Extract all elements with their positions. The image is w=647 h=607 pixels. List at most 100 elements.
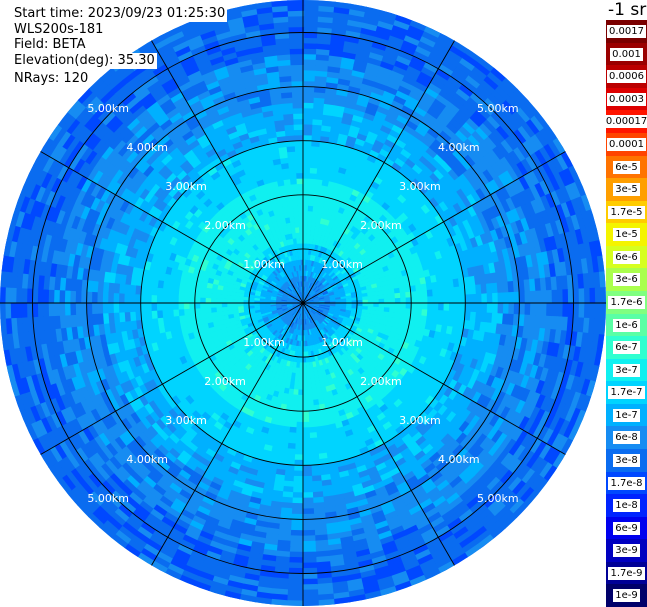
range-gate-cell — [376, 171, 387, 181]
range-gate-cell — [404, 70, 420, 82]
range-gate-cell — [400, 297, 407, 304]
range-gate-cell — [496, 142, 510, 158]
range-gate-cell — [459, 157, 473, 171]
range-gate-cell — [323, 294, 330, 298]
range-gate-cell — [447, 194, 459, 207]
range-gate-cell — [436, 241, 446, 252]
range-gate-cell — [444, 141, 458, 155]
range-gate-cell — [317, 157, 327, 165]
range-gate-cell — [380, 9, 398, 21]
range-gate-cell — [447, 137, 461, 151]
range-gate-cell — [314, 261, 319, 268]
range-gate-cell — [364, 6, 383, 16]
range-gate-cell — [375, 25, 393, 36]
range-gate-cell — [352, 267, 360, 274]
range-gate-cell — [349, 272, 357, 279]
range-gate-cell — [540, 303, 548, 317]
range-gate-cell — [443, 295, 450, 304]
range-gate-cell — [393, 119, 407, 130]
range-gate-cell — [333, 289, 340, 294]
range-gate-cell — [415, 197, 426, 209]
range-gate-cell — [491, 162, 504, 178]
range-gate-cell — [443, 197, 454, 210]
range-gate-cell — [463, 154, 477, 168]
range-gate-cell — [301, 600, 319, 606]
range-gate-cell — [395, 271, 403, 279]
range-gate-cell — [376, 105, 390, 116]
range-gate-cell — [307, 295, 313, 300]
range-gate-cell — [331, 192, 339, 201]
range-gate-cell — [459, 104, 475, 119]
range-gate-cell — [308, 281, 312, 288]
range-gate-cell — [303, 205, 309, 212]
range-gate-cell — [303, 150, 312, 158]
range-gate-cell — [486, 165, 500, 180]
range-gate-cell — [535, 130, 550, 148]
range-gate-cell — [290, 524, 303, 531]
range-gate-cell — [444, 80, 460, 94]
range-gate-cell — [303, 199, 309, 206]
range-gate-cell — [411, 303, 418, 310]
range-gate-cell — [362, 164, 373, 174]
range-gate-cell — [301, 578, 318, 585]
range-gate-cell — [510, 221, 520, 236]
range-gate-cell — [367, 56, 383, 67]
range-gate-cell — [417, 184, 429, 195]
range-gate-cell — [304, 291, 306, 298]
range-gate-cell — [502, 292, 510, 304]
range-gate-cell — [425, 147, 438, 159]
range-gate-cell — [565, 183, 577, 202]
range-gate-cell — [570, 198, 582, 216]
range-gate-cell — [314, 86, 327, 94]
range-gate-cell — [318, 146, 329, 154]
range-gate-cell — [329, 238, 336, 246]
range-gate-cell — [303, 291, 306, 298]
range-gate-cell — [408, 168, 420, 179]
range-gate-cell — [324, 163, 333, 171]
range-gate-cell — [490, 216, 501, 231]
range-gate-cell — [401, 176, 413, 187]
range-gate-cell — [555, 219, 566, 236]
range-gate-cell — [302, 524, 315, 531]
range-gate-cell — [469, 178, 481, 192]
range-gate-cell — [335, 281, 343, 286]
range-gate-cell — [519, 189, 532, 205]
range-gate-cell — [409, 19, 428, 32]
range-gate-cell — [303, 31, 319, 39]
range-gate-cell — [441, 84, 457, 98]
range-gate-cell — [362, 296, 369, 301]
range-gate-cell — [398, 109, 413, 121]
range-gate-cell — [462, 169, 475, 183]
range-gate-cell — [305, 253, 309, 260]
range-gate-cell — [416, 207, 427, 218]
range-gate-cell — [303, 232, 307, 239]
range-gate-cell — [516, 107, 532, 124]
range-gate-cell — [470, 190, 482, 204]
range-gate-cell — [303, 107, 314, 114]
range-gate-cell — [324, 274, 331, 281]
range-gate-cell — [310, 156, 319, 164]
range-gate-cell — [306, 373, 311, 380]
range-gate-cell — [539, 179, 552, 197]
range-gate-cell — [500, 199, 512, 214]
range-gate-cell — [294, 454, 303, 461]
range-gate-cell — [347, 13, 365, 23]
range-gate-cell — [525, 118, 541, 136]
range-gate-cell — [317, 21, 334, 29]
range-gate-cell — [375, 134, 388, 145]
range-gate-cell — [406, 195, 417, 206]
range-gate-cell — [390, 272, 398, 280]
range-gate-cell — [416, 216, 427, 227]
range-gate-cell — [303, 75, 316, 82]
range-gate-cell — [487, 93, 504, 109]
range-gate-cell — [298, 384, 303, 391]
range-gate-cell — [393, 19, 411, 31]
range-gate-cell — [305, 286, 308, 293]
range-gate-cell — [303, 286, 305, 293]
range-gate-cell — [492, 128, 506, 144]
range-gate-cell — [556, 153, 570, 172]
range-gate-cell — [391, 161, 403, 173]
range-gate-cell — [292, 475, 303, 483]
range-gate-cell — [311, 271, 315, 278]
range-gate-cell — [358, 37, 375, 48]
